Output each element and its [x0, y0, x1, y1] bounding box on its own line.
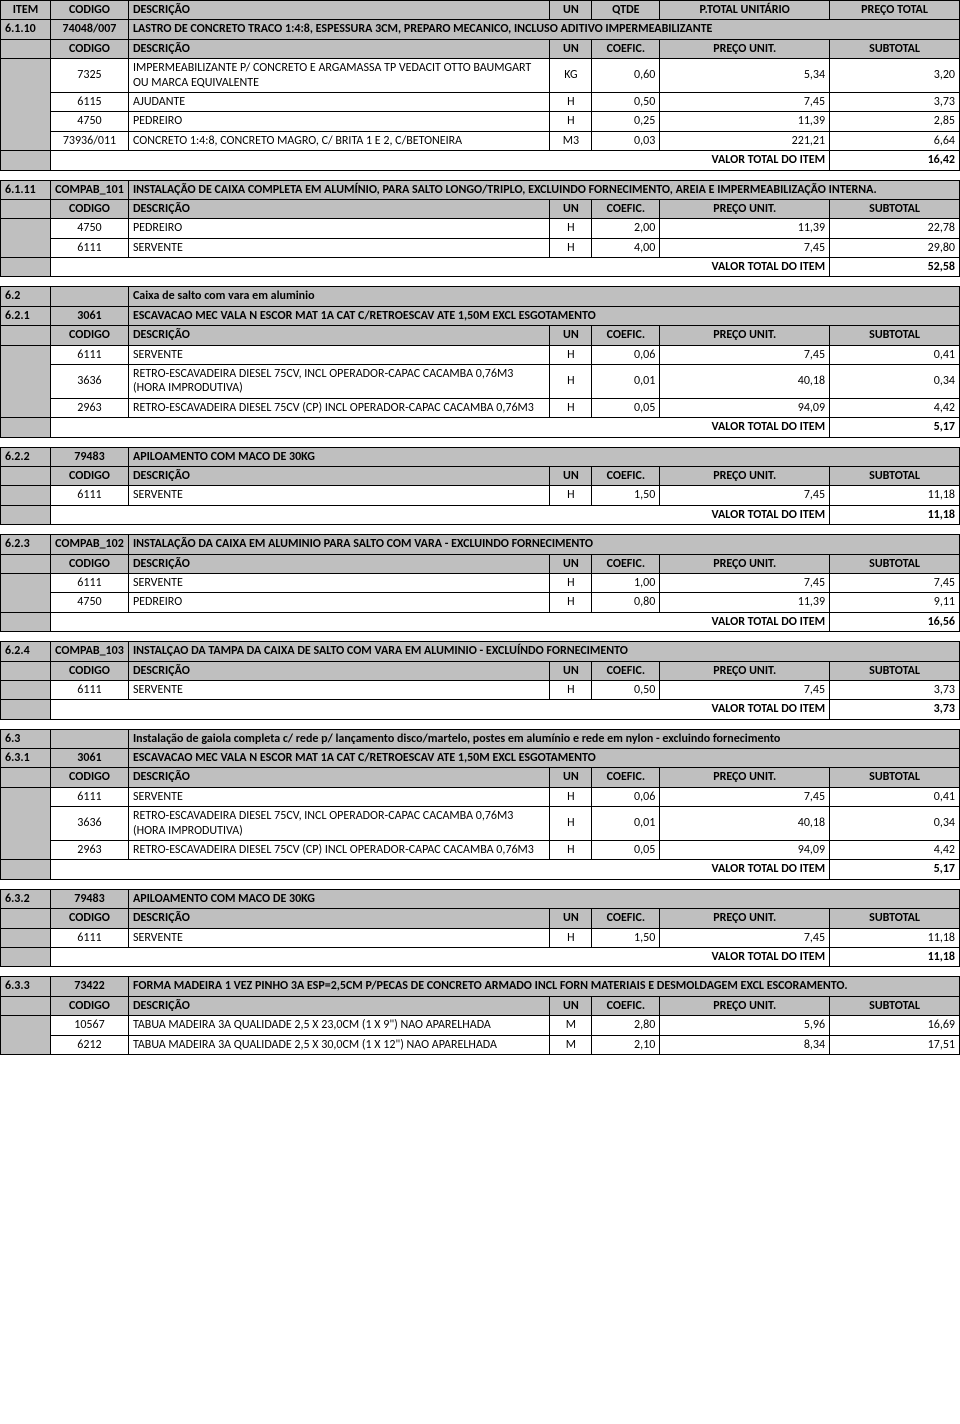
sub-header-row: CODIGODESCRIÇÃOUNCOEFIC.PREÇO UNIT.SUBTO… [1, 199, 960, 218]
section-row: 6.3Instalação de gaiola completa c/ rede… [1, 729, 960, 748]
sub-header-row: CODIGODESCRIÇÃOUNCOEFIC.PREÇO UNIT.SUBTO… [1, 909, 960, 928]
sub-header-row: CODIGODESCRIÇÃOUNCOEFIC.PREÇO UNIT.SUBTO… [1, 39, 960, 58]
total-row: VALOR TOTAL DO ITEM16,56 [1, 612, 960, 631]
data-row: 2963RETRO-ESCAVADEIRA DIESEL 75CV (CP) I… [1, 841, 960, 860]
item-header-row: 6.3.13061ESCAVACAO MEC VALA N ESCOR MAT … [1, 749, 960, 768]
data-row: 3636RETRO-ESCAVADEIRA DIESEL 75CV, INCL … [1, 365, 960, 399]
total-row: VALOR TOTAL DO ITEM3,73 [1, 700, 960, 719]
data-row: 6111SERVENTEH4,007,4529,80 [1, 238, 960, 257]
data-row: 2963RETRO-ESCAVADEIRA DIESEL 75CV (CP) I… [1, 398, 960, 417]
item-header-row: 6.1.11COMPAB_101INSTALAÇÃO DE CAIXA COMP… [1, 180, 960, 199]
total-row: VALOR TOTAL DO ITEM5,17 [1, 418, 960, 437]
item-header-row: 6.2.4COMPAB_103INSTALÇAO DA TAMPA DA CAI… [1, 642, 960, 661]
total-row: VALOR TOTAL DO ITEM52,58 [1, 258, 960, 277]
data-row: 6111SERVENTEH1,007,457,45 [1, 573, 960, 592]
data-row: 4750PEDREIROH0,8011,399,11 [1, 593, 960, 612]
data-row: 6111SERVENTEH0,067,450,41 [1, 345, 960, 364]
item-header-row: 6.2.279483APILOAMENTO COM MACO DE 30KG [1, 447, 960, 466]
sub-header-row: CODIGODESCRIÇÃOUNCOEFIC.PREÇO UNIT.SUBTO… [1, 768, 960, 787]
item-header-row: 6.3.373422FORMA MADEIRA 1 VEZ PINHO 3A E… [1, 977, 960, 996]
data-row: 6212TABUA MADEIRA 3A QUALIDADE 2,5 X 30,… [1, 1035, 960, 1054]
item-header-row: 6.1.1074048/007LASTRO DE CONCRETO TRACO … [1, 20, 960, 39]
item-header-row: 6.3.279483APILOAMENTO COM MACO DE 30KG [1, 889, 960, 908]
item-header-row: 6.2.13061ESCAVACAO MEC VALA N ESCOR MAT … [1, 306, 960, 325]
data-row: 10567TABUA MADEIRA 3A QUALIDADE 2,5 X 23… [1, 1016, 960, 1035]
data-row: 7325IMPERMEABILIZANTE P/ CONCRETO E ARGA… [1, 59, 960, 93]
item-header-row: 6.2.3COMPAB_102INSTALAÇÃO DA CAIXA EM AL… [1, 535, 960, 554]
sub-header-row: CODIGODESCRIÇÃOUNCOEFIC.PREÇO UNIT.SUBTO… [1, 466, 960, 485]
sub-header-row: CODIGODESCRIÇÃOUNCOEFIC.PREÇO UNIT.SUBTO… [1, 996, 960, 1015]
data-row: 73936/011CONCRETO 1:4:8, CONCRETO MAGRO,… [1, 131, 960, 150]
sub-header-row: CODIGODESCRIÇÃOUNCOEFIC.PREÇO UNIT.SUBTO… [1, 554, 960, 573]
data-row: 4750PEDREIROH2,0011,3922,78 [1, 219, 960, 238]
total-row: VALOR TOTAL DO ITEM16,42 [1, 151, 960, 170]
data-row: 6111SERVENTEH1,507,4511,18 [1, 486, 960, 505]
data-row: 6111SERVENTEH0,507,453,73 [1, 680, 960, 699]
total-row: VALOR TOTAL DO ITEM5,17 [1, 860, 960, 879]
sub-header-row: CODIGODESCRIÇÃOUNCOEFIC.PREÇO UNIT.SUBTO… [1, 326, 960, 345]
total-row: VALOR TOTAL DO ITEM11,18 [1, 947, 960, 966]
data-row: 6111SERVENTEH0,067,450,41 [1, 787, 960, 806]
total-row: VALOR TOTAL DO ITEM11,18 [1, 505, 960, 524]
section-row: 6.2Caixa de salto com vara em aluminio [1, 287, 960, 306]
budget-table: ITEMCODIGODESCRIÇÃOUNQTDEP.TOTAL UNITÁRI… [0, 0, 960, 1055]
top-header-row: ITEMCODIGODESCRIÇÃOUNQTDEP.TOTAL UNITÁRI… [1, 1, 960, 20]
sub-header-row: CODIGODESCRIÇÃOUNCOEFIC.PREÇO UNIT.SUBTO… [1, 661, 960, 680]
data-row: 6115AJUDANTEH0,507,453,73 [1, 92, 960, 111]
data-row: 4750PEDREIROH0,2511,392,85 [1, 112, 960, 131]
data-row: 6111SERVENTEH1,507,4511,18 [1, 928, 960, 947]
data-row: 3636RETRO-ESCAVADEIRA DIESEL 75CV, INCL … [1, 807, 960, 841]
